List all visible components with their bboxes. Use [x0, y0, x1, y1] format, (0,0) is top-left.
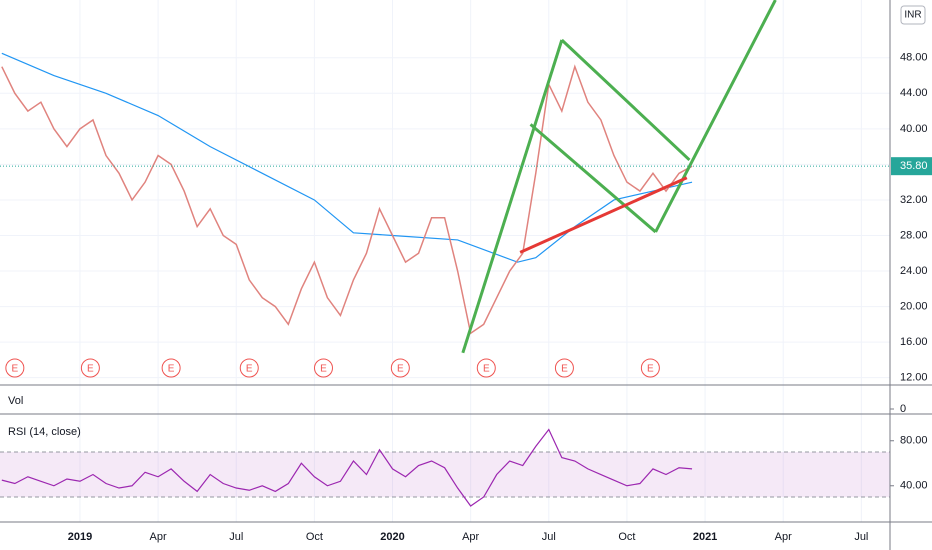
earnings-marker	[476, 358, 496, 378]
earnings-label: E	[168, 364, 175, 375]
x-tick-label: Jul	[854, 531, 868, 543]
earnings-label: E	[320, 364, 327, 375]
earnings-label: E	[561, 364, 568, 375]
currency: INR	[904, 10, 921, 21]
x-tick-label: Jul	[542, 531, 556, 543]
y-tick-label: 80.00	[900, 435, 928, 447]
earnings-label: E	[246, 364, 253, 375]
trend-line	[654, 0, 777, 233]
rsi-line	[1, 428, 693, 507]
y-tick-label: 48.00	[900, 52, 928, 64]
last-price-label: 35.80	[900, 160, 928, 172]
y-tick-label: 32.00	[900, 194, 928, 206]
earnings-label: E	[87, 364, 94, 375]
earnings-marker	[390, 358, 410, 378]
earnings-marker	[80, 358, 100, 378]
earnings-marker	[313, 358, 333, 378]
x-tick-label: Jul	[229, 531, 243, 543]
y-tick-label: 12.00	[900, 372, 928, 384]
currency-box[interactable]	[900, 5, 926, 25]
x-tick-label: Apr	[462, 531, 479, 543]
earnings-label: E	[647, 364, 654, 375]
rsi-title: RSI (14, close)	[8, 426, 81, 438]
earnings-marker	[554, 358, 574, 378]
y-tick-label: 40.00	[900, 480, 928, 492]
trend-line	[519, 176, 688, 254]
moving-average	[1, 52, 693, 263]
x-tick-label: Oct	[306, 531, 323, 543]
volume-title: Vol	[8, 395, 23, 407]
y-tick-label: 20.00	[900, 300, 928, 312]
trend-line	[529, 123, 657, 234]
x-tick-label: 2020	[380, 531, 404, 543]
last-price-box	[891, 157, 932, 176]
earnings-marker	[239, 358, 259, 378]
earnings-marker	[161, 358, 181, 378]
y-tick-label: 40.00	[900, 123, 928, 135]
y-tick-label: 28.00	[900, 229, 928, 241]
x-tick-label: 2021	[693, 531, 717, 543]
x-tick-label: Apr	[775, 531, 792, 543]
earnings-marker	[5, 358, 25, 378]
price-line	[1, 64, 693, 335]
y-tick-label: 16.00	[900, 336, 928, 348]
earnings-label: E	[483, 364, 490, 375]
y-tick-label: 44.00	[900, 87, 928, 99]
x-tick-label: Oct	[618, 531, 635, 543]
x-tick-label: Apr	[150, 531, 167, 543]
y-tick-label: 24.00	[900, 265, 928, 277]
y-tick-label: 0	[900, 403, 906, 415]
x-tick-label: 2019	[68, 531, 92, 543]
trend-line	[461, 39, 564, 354]
earnings-label: E	[397, 364, 404, 375]
earnings-marker	[640, 358, 660, 378]
trend-line	[560, 38, 691, 162]
earnings-label: E	[12, 364, 19, 375]
rsi-band	[0, 452, 890, 498]
